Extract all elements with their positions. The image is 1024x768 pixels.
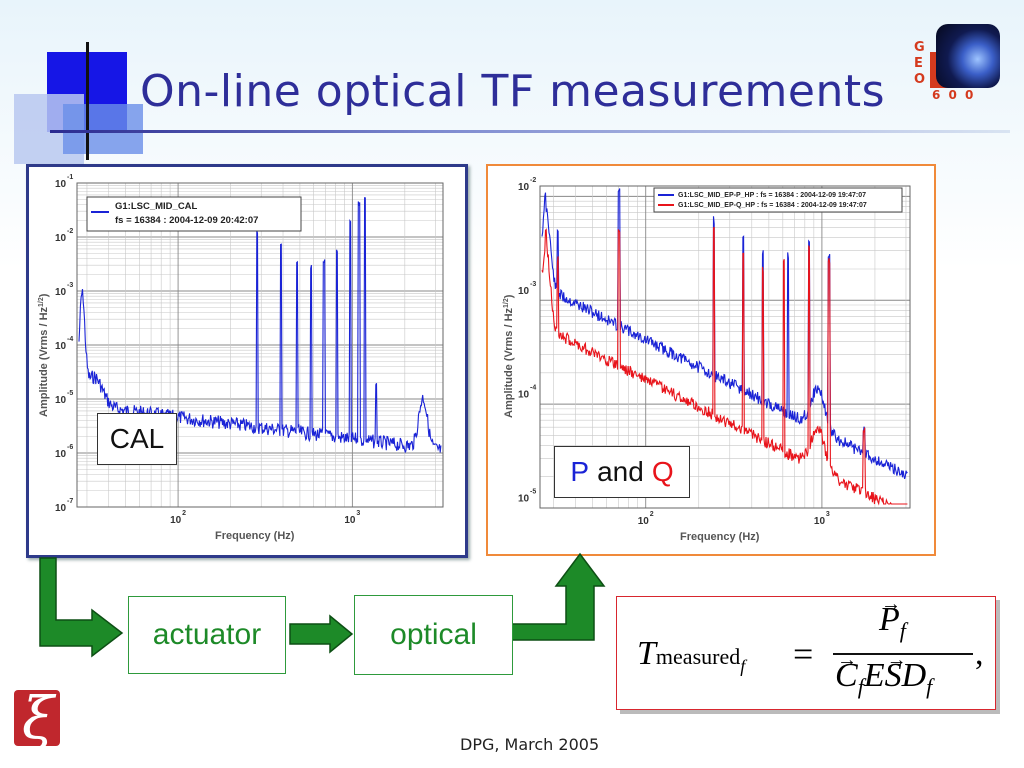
y-tick-exponent: -3 — [530, 281, 536, 288]
left-plot-frame — [76, 182, 444, 508]
geo-space-image — [936, 24, 1000, 88]
y-tick-label: 10 — [518, 494, 530, 505]
down-right-arrow — [39, 557, 124, 658]
x-tick-exponent: 2 — [182, 510, 186, 517]
y-tick-exponent: -4 — [67, 336, 73, 343]
q-signal-trace — [541, 226, 908, 506]
y-tick-label: 10 — [518, 286, 530, 297]
formula-t: T — [637, 635, 656, 672]
cal-label-box: CAL — [97, 413, 177, 465]
corner-decoration — [0, 40, 150, 164]
y-tick-label: 10 — [55, 233, 67, 244]
geo-number: 6 0 0 — [932, 88, 976, 102]
y-tick-exponent: -6 — [67, 444, 73, 451]
cal-label: CAL — [109, 423, 165, 454]
x-tick-exponent: 3 — [826, 511, 830, 518]
left-legend: G1:LSC_MID_CAL fs = 16384 : 2004-12-09 2… — [86, 196, 302, 232]
and-label: and — [597, 456, 644, 487]
cal-spectrum-panel: G1:LSC_MID_CAL fs = 16384 : 2004-12-09 2… — [26, 164, 468, 558]
left-legend-line2: fs = 16384 : 2004-12-09 20:42:07 — [115, 215, 258, 226]
left-x-axis-label: Frequency (Hz) — [215, 530, 295, 542]
p-and-q-label-box: P and Q — [554, 446, 690, 498]
y-tick-label: 10 — [518, 390, 530, 401]
formula-denominator: → CfE → SDf — [835, 649, 933, 699]
right-legend-line1: G1:LSC_MID_EP-P_HP : fs = 16384 : 2004-1… — [678, 192, 866, 199]
logo-red-block — [14, 690, 60, 746]
formula-d-sub-f: f — [926, 674, 933, 699]
formula-d: D — [901, 657, 927, 694]
formula-sub-f: f — [740, 656, 746, 676]
transfer-function-formula: Tmeasuredf = → Pf → CfE → SDf , — [616, 593, 996, 710]
y-tick-label: 10 — [518, 182, 530, 193]
formula-comma: , — [975, 635, 984, 672]
formula-equals: = — [793, 634, 814, 674]
actuator-box: actuator — [128, 596, 286, 674]
right-x-axis-label: Frequency (Hz) — [680, 531, 760, 543]
flow-arrows — [39, 552, 606, 658]
geo600-logo: G E O 6 0 0 — [908, 18, 1008, 108]
formula-c: C — [835, 657, 858, 694]
cal-spectrum-plot: G1:LSC_MID_CAL fs = 16384 : 2004-12-09 2… — [38, 174, 444, 542]
formula-numerator: → Pf — [879, 593, 906, 643]
geo-letter-g: G — [914, 40, 925, 55]
q-label: Q — [651, 456, 674, 487]
cal-spectrum-trace — [78, 197, 442, 454]
optical-box: optical — [354, 595, 513, 675]
up-arrow — [499, 552, 606, 641]
left-y-axis-label: Amplitude (Vrms / Hz1/2) — [38, 293, 50, 417]
x-tick-label: 10 — [170, 515, 182, 526]
formula-s: S — [884, 657, 902, 694]
y-tick-exponent: -1 — [67, 174, 73, 181]
p-signal-trace — [541, 188, 908, 480]
slide-title: On-line optical TF measurements — [140, 66, 886, 117]
geo-letter-e: E — [914, 56, 923, 71]
left-legend-line1: G1:LSC_MID_CAL — [115, 201, 198, 212]
institute-logo: ξ — [8, 684, 72, 762]
pq-spectrum-panel: G1:LSC_MID_EP-P_HP : fs = 16384 : 2004-1… — [486, 96, 936, 556]
x-tick-exponent: 2 — [650, 511, 654, 518]
y-tick-exponent: -4 — [530, 385, 536, 392]
geo-letter-o: O — [914, 72, 926, 87]
right-y-axis-label: Amplitude (Vrms / Hz1/2) — [503, 294, 515, 418]
deco-square-mid — [63, 104, 143, 154]
formula-p-sub-f: f — [899, 618, 906, 643]
fraction-bar — [833, 653, 973, 655]
left-grid — [77, 183, 443, 508]
right-y-ticks: 10-210-310-410-5 — [518, 177, 536, 505]
y-tick-label: 10 — [55, 287, 67, 298]
right-legend: G1:LSC_MID_EP-P_HP : fs = 16384 : 2004-1… — [653, 187, 903, 213]
y-tick-exponent: -5 — [530, 489, 536, 496]
right-plot-frame — [539, 185, 911, 509]
y-tick-label: 10 — [55, 503, 67, 514]
formula-p: P — [879, 601, 900, 638]
p-label: P — [570, 456, 590, 487]
y-tick-exponent: -3 — [67, 282, 73, 289]
y-tick-label: 10 — [55, 179, 67, 190]
formula-measured: measured — [655, 644, 741, 669]
actuator-to-optical-arrow — [289, 614, 354, 654]
left-y-ticks: 10-110-210-310-410-510-610-7 — [55, 174, 73, 514]
x-tick-label: 10 — [638, 516, 650, 527]
title-rule — [50, 130, 1010, 133]
logo-glyph-icon: ξ — [22, 684, 54, 752]
footer-text: DPG, March 2005 — [460, 735, 600, 754]
y-tick-exponent: -5 — [67, 390, 73, 397]
y-tick-label: 10 — [55, 449, 67, 460]
formula-e: E — [863, 657, 885, 694]
y-tick-label: 10 — [55, 341, 67, 352]
y-tick-exponent: -2 — [67, 228, 73, 235]
formula-lhs: Tmeasuredf — [637, 635, 745, 677]
deco-vline — [86, 42, 89, 160]
x-tick-label: 10 — [814, 516, 826, 527]
x-tick-label: 10 — [344, 515, 356, 526]
y-tick-exponent: -2 — [530, 177, 536, 184]
right-legend-line2: G1:LSC_MID_EP-Q_HP : fs = 16384 : 2004-1… — [678, 202, 867, 209]
x-tick-exponent: 3 — [356, 510, 360, 517]
y-tick-label: 10 — [55, 395, 67, 406]
formula-c-sub-f: f — [857, 674, 864, 699]
y-tick-exponent: -7 — [67, 498, 73, 505]
